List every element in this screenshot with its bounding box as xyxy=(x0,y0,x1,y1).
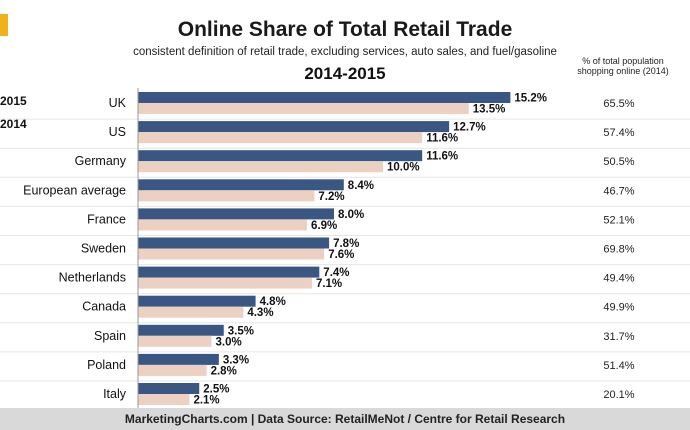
logo-mark xyxy=(0,14,8,36)
bar-2014 xyxy=(138,277,312,289)
data-label-2014: 2.8% xyxy=(211,365,237,377)
chart-subtitle: consistent definition of retail trade, e… xyxy=(133,46,557,58)
category-label: Italy xyxy=(103,387,127,401)
data-label-2015: 7.4% xyxy=(323,267,349,279)
bar-2015 xyxy=(138,208,334,220)
bar-2014 xyxy=(138,364,207,376)
legend-2014: 2014 xyxy=(0,117,27,131)
side-column-header: % of total population shopping online (2… xyxy=(577,56,669,76)
footer-bar: MarketingCharts.com | Data Source: Retai… xyxy=(0,408,690,430)
side-column-value: 57.4% xyxy=(603,127,634,139)
legend-2015: 2015 xyxy=(0,94,27,108)
data-label-2014: 10.0% xyxy=(387,162,420,174)
side-column-value: 50.5% xyxy=(603,156,634,168)
bar-2014 xyxy=(138,306,244,318)
side-column-value: 49.9% xyxy=(603,302,634,314)
data-label-2014: 13.5% xyxy=(473,104,506,116)
side-column-value: 51.4% xyxy=(603,360,634,372)
data-label-2015: 2.5% xyxy=(203,384,229,396)
data-label-2014: 6.9% xyxy=(311,220,337,232)
chart-period: 2014-2015 xyxy=(304,64,386,83)
data-label-2014: 2.1% xyxy=(193,395,219,407)
data-label-2015: 12.7% xyxy=(453,122,486,134)
data-label-2015: 7.8% xyxy=(333,238,359,250)
data-label-2015: 15.2% xyxy=(514,93,547,105)
bar-2015 xyxy=(138,92,511,103)
bar-2014 xyxy=(138,219,308,231)
bar-2015 xyxy=(138,266,320,278)
bar-2015 xyxy=(138,383,200,394)
data-label-2014: 7.6% xyxy=(328,249,354,261)
data-label-2015: 8.0% xyxy=(338,209,364,221)
data-label-2015: 8.4% xyxy=(348,180,374,192)
data-label-2014: 3.0% xyxy=(216,336,242,348)
data-label-2014: 11.6% xyxy=(426,133,458,145)
bar-2015 xyxy=(138,179,344,191)
bar-2014 xyxy=(138,132,423,144)
bar-2015 xyxy=(138,324,224,336)
category-label: France xyxy=(87,212,126,226)
category-label: Sweden xyxy=(81,242,126,256)
bar-2014 xyxy=(138,248,325,260)
category-label: Germany xyxy=(75,154,127,168)
data-label-2015: 3.5% xyxy=(228,325,254,337)
category-label: UK xyxy=(109,96,127,110)
bar-2014 xyxy=(138,335,212,347)
bar-2015 xyxy=(138,150,423,162)
category-label: European average xyxy=(23,183,126,197)
bar-2014 xyxy=(138,103,469,114)
chart-title: Online Share of Total Retail Trade xyxy=(177,18,513,41)
category-label: Netherlands xyxy=(59,271,126,285)
bar-2015 xyxy=(138,237,330,249)
side-column-value: 46.7% xyxy=(603,185,634,197)
side-column-value: 49.4% xyxy=(603,273,634,285)
bar-2015 xyxy=(138,295,256,307)
bar-2015 xyxy=(138,121,450,133)
data-label-2015: 4.8% xyxy=(260,296,286,308)
category-label: Spain xyxy=(94,329,126,343)
bar-2014 xyxy=(138,161,383,173)
category-label: Canada xyxy=(82,300,126,314)
category-label: US xyxy=(109,125,126,139)
data-label-2015: 11.6% xyxy=(426,151,458,163)
side-column-value: 69.8% xyxy=(603,244,634,256)
bar-2015 xyxy=(138,353,219,365)
category-label: Poland xyxy=(87,358,126,372)
bar-2014 xyxy=(138,394,190,405)
bar-chart: UK 15.2%13.5% 65.5%US 12.7%11.6% 57.4%German… xyxy=(0,88,690,408)
side-column-value: 65.5% xyxy=(603,98,634,110)
data-label-2014: 4.3% xyxy=(247,307,273,319)
data-label-2015: 3.3% xyxy=(223,354,249,366)
data-label-2014: 7.2% xyxy=(318,191,344,203)
data-label-2014: 7.1% xyxy=(316,278,342,290)
bar-2014 xyxy=(138,190,315,202)
side-column-value: 52.1% xyxy=(603,214,634,226)
side-column-value: 31.7% xyxy=(603,331,634,343)
footer-source: MarketingCharts.com | Data Source: Retai… xyxy=(124,412,566,426)
side-column-value: 20.1% xyxy=(603,389,634,401)
